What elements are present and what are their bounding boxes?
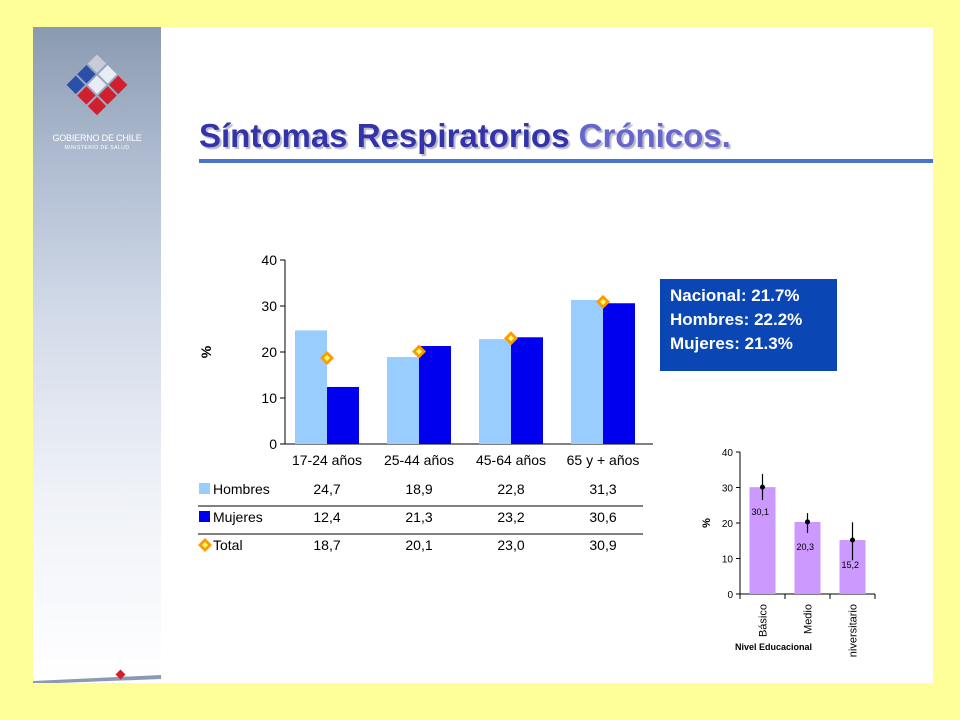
x-tick-label: Medio xyxy=(803,604,815,634)
summary-nacional: Nacional: 21.7% xyxy=(670,286,800,305)
slide: GOBIERNO DE CHILE MINISTERIO DE SALUD Sí… xyxy=(33,27,933,683)
bar-value-label: 30,1 xyxy=(752,507,770,517)
bar-mujeres xyxy=(327,386,359,444)
total-marker-center xyxy=(600,298,606,305)
x-tick-label: 45-64 años xyxy=(476,452,546,468)
footer-ornament-icon xyxy=(33,669,161,683)
y-tick-label: 10 xyxy=(261,390,277,406)
table-cell: 23,2 xyxy=(497,509,524,525)
table-cell: 30,9 xyxy=(589,537,616,553)
legend-label: Mujeres xyxy=(213,509,263,525)
government-logo-icon xyxy=(66,54,128,116)
y-tick-label: 10 xyxy=(722,555,734,566)
bar-education xyxy=(794,521,821,594)
legend-swatch-hombres xyxy=(199,483,210,494)
bar-value-label: 15,2 xyxy=(842,560,860,570)
bar-hombres xyxy=(295,330,327,444)
legend-swatch-mujeres xyxy=(199,511,210,522)
y-tick-label: 20 xyxy=(722,519,734,530)
point-estimate xyxy=(760,484,765,490)
title-underline xyxy=(199,159,933,163)
table-cell: 18,7 xyxy=(313,537,340,553)
logo-text: GOBIERNO DE CHILE xyxy=(52,133,142,143)
bar-mujeres xyxy=(511,337,543,444)
y-tick-label: 0 xyxy=(727,590,733,601)
x-tick-label: Universitario xyxy=(848,604,860,657)
x-tick-label: Básico xyxy=(758,604,770,637)
point-estimate xyxy=(805,519,810,525)
total-marker-center xyxy=(416,348,422,355)
bar-mujeres xyxy=(603,303,635,444)
y-axis-label: % xyxy=(701,518,713,528)
bar-value-label: 20,3 xyxy=(797,542,815,552)
summary-box: Nacional: 21.7% Hombres: 22.2% Mujeres: … xyxy=(660,279,837,371)
y-tick-label: 40 xyxy=(261,252,277,268)
point-estimate xyxy=(850,537,855,543)
education-bar-chart: 0 10 20 30 40% 30,1 Básico 20,3 Medio 15,2 Univers… xyxy=(701,448,876,657)
summary-mujeres: Mujeres: 21.3% xyxy=(670,334,793,353)
y-tick-label: 30 xyxy=(722,484,734,495)
table-cell: 24,7 xyxy=(313,481,340,497)
bar-hombres xyxy=(479,339,511,444)
table-cell: 23,0 xyxy=(497,537,524,553)
table-cell: 20,1 xyxy=(405,537,432,553)
y-axis-label: % xyxy=(198,345,214,358)
table-cell: 18,9 xyxy=(405,481,432,497)
table-cell: 12,4 xyxy=(313,509,340,525)
y-tick-label: 30 xyxy=(261,298,277,314)
total-marker-center xyxy=(324,354,330,361)
legend-label: Total xyxy=(213,537,243,553)
x-tick-label: 25-44 años xyxy=(384,452,454,468)
total-marker-center xyxy=(508,335,514,342)
bar-hombres xyxy=(387,357,419,444)
table-cell: 21,3 xyxy=(405,509,432,525)
y-tick-label: 40 xyxy=(722,448,734,459)
legend-label: Hombres xyxy=(213,481,270,497)
bar-hombres xyxy=(571,300,603,444)
x-tick-label: 17-24 años xyxy=(292,452,362,468)
bar-education xyxy=(749,487,776,594)
logo-subtext: MINISTERIO DE SALUD xyxy=(64,145,130,151)
summary-hombres: Hombres: 22.2% xyxy=(670,310,803,329)
legend-marker-total-center xyxy=(202,542,208,548)
table-cell: 22,8 xyxy=(497,481,524,497)
y-tick-label: 0 xyxy=(269,436,277,452)
x-tick-label: 65 y + años xyxy=(567,452,640,468)
age-group-bar-chart: 0 10 20 30 40% 17-24 años 25-44 años 45-64 años… xyxy=(198,252,653,553)
table-cell: 31,3 xyxy=(589,481,616,497)
sidebar: GOBIERNO DE CHILE MINISTERIO DE SALUD xyxy=(33,27,161,683)
x-axis-label: Nivel Educacional xyxy=(735,642,812,652)
table-cell: 30,6 xyxy=(589,509,616,525)
page-title: Síntomas Respiratorios Crónicos. xyxy=(199,117,731,154)
bar-mujeres xyxy=(419,346,451,444)
y-tick-label: 20 xyxy=(261,344,277,360)
